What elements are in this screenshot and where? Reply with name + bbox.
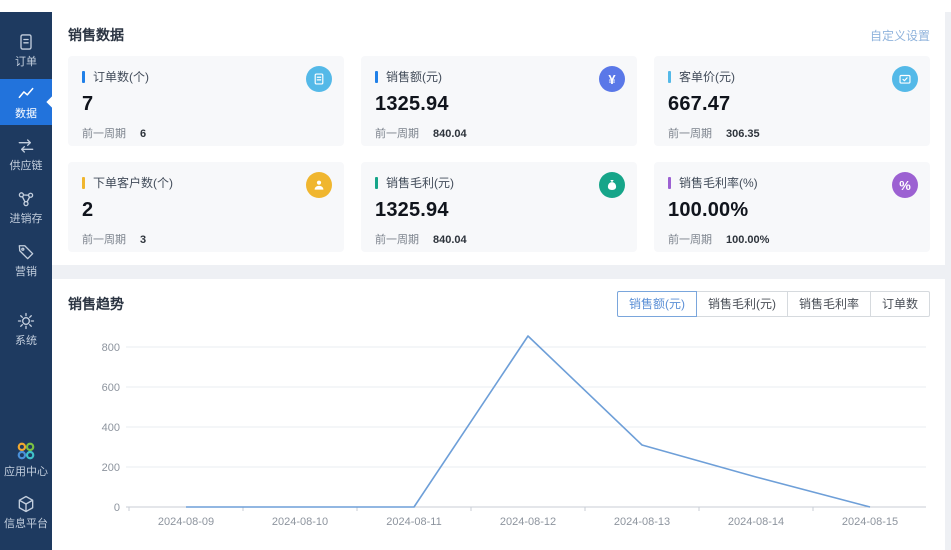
sidebar-item-label: 供应链 xyxy=(9,159,43,172)
trend-chart-container: 0 200 400 600 800 2024-08-09 2024-08-10 2024-08… xyxy=(76,323,930,550)
x-tick-label: 2024-08-13 xyxy=(614,516,670,528)
card-accent-bar xyxy=(668,176,671,189)
profit-bag-icon xyxy=(599,172,625,198)
card-accent-bar xyxy=(375,70,378,83)
customer-icon xyxy=(306,172,332,198)
x-tick-label: 2024-08-10 xyxy=(272,516,328,528)
x-tick-label: 2024-08-09 xyxy=(158,516,214,528)
order-doc-icon xyxy=(16,32,36,52)
tab-sales-amount[interactable]: 销售额(元) xyxy=(616,291,697,317)
tab-order-count[interactable]: 订单数 xyxy=(869,291,930,317)
card-prev-value: 840.04 xyxy=(433,234,467,246)
card-prev-value: 100.00% xyxy=(726,234,770,246)
card-accent-bar xyxy=(668,70,671,83)
card-title: 销售额(元) xyxy=(386,70,442,84)
sidebar-item-orders[interactable]: 订单 xyxy=(0,26,52,74)
sales-data-title: 销售数据 xyxy=(68,27,124,43)
card-title: 销售毛利(元) xyxy=(386,176,454,190)
sidebar-item-label: 进销存 xyxy=(9,212,43,225)
card-accent-bar xyxy=(82,176,85,189)
orders-icon xyxy=(306,66,332,92)
sidebar-item-app-center[interactable]: 应用中心 xyxy=(0,435,52,483)
y-tick-label: 400 xyxy=(102,422,120,434)
x-tick-label: 2024-08-15 xyxy=(842,516,898,528)
card-prev-value: 3 xyxy=(140,234,147,246)
stat-cards-grid: 订单数(个) 7 前一周期 6 销售额(元) ¥ 1325.94 xyxy=(68,56,930,252)
card-value: 1325.94 xyxy=(375,93,449,115)
stat-card-order-count: 订单数(个) 7 前一周期 6 xyxy=(68,56,344,146)
stat-card-avg-price: 客单价(元) 667.47 前一周期 306.35 xyxy=(654,56,930,146)
top-strip xyxy=(0,0,951,12)
card-prev-label: 前一周期 xyxy=(668,128,712,140)
stat-card-gross-profit: 销售毛利(元) 1325.94 前一周期 840.04 xyxy=(361,162,637,252)
card-prev-value: 840.04 xyxy=(433,128,467,140)
card-title: 销售毛利率(%) xyxy=(679,176,758,190)
card-accent-bar xyxy=(82,70,85,83)
panel-gap xyxy=(52,265,945,279)
sales-trend-panel: 销售趋势 销售额(元) 销售毛利(元) 销售毛利率 订单数 0 200 400 600… xyxy=(52,279,945,550)
stat-card-profit-rate: 销售毛利率(%) % 100.00% 前一周期 100.00% xyxy=(654,162,930,252)
sidebar-item-system[interactable]: 系统 xyxy=(0,305,52,353)
sidebar-item-label: 营销 xyxy=(15,265,37,278)
card-value: 7 xyxy=(82,93,94,115)
sidebar-item-label: 数据 xyxy=(15,107,37,120)
sidebar-item-label: 订单 xyxy=(15,55,37,68)
sidebar-item-inventory[interactable]: 进销存 xyxy=(0,183,52,231)
card-accent-bar xyxy=(375,176,378,189)
sidebar-item-data[interactable]: 数据 xyxy=(0,79,58,125)
yen-icon: ¥ xyxy=(599,66,625,92)
card-value: 1325.94 xyxy=(375,199,449,221)
trend-chart: 0 200 400 600 800 2024-08-09 2024-08-10 2024-08… xyxy=(102,335,926,528)
percent-icon: % xyxy=(892,172,918,198)
card-title: 订单数(个) xyxy=(93,70,149,84)
card-title: 客单价(元) xyxy=(679,70,735,84)
sidebar-item-label: 信息平台 xyxy=(4,517,48,530)
sales-data-panel: 销售数据 自定义设置 订单数(个) 7 前一周期 6 xyxy=(52,12,945,265)
sidebar-spacer xyxy=(0,358,52,435)
main-content: 销售数据 自定义设置 订单数(个) 7 前一周期 6 xyxy=(52,12,945,550)
stat-card-sales-amount: 销售额(元) ¥ 1325.94 前一周期 840.04 xyxy=(361,56,637,146)
card-prev-label: 前一周期 xyxy=(82,234,126,246)
app-center-icon xyxy=(15,440,37,462)
custom-settings-link[interactable]: 自定义设置 xyxy=(869,28,930,43)
sidebar-item-info-platform[interactable]: 信息平台 xyxy=(0,488,52,536)
x-tick-label: 2024-08-14 xyxy=(728,516,784,528)
inventory-icon xyxy=(16,189,36,209)
card-prev-label: 前一周期 xyxy=(668,234,712,246)
trend-metric-tabs: 销售额(元) 销售毛利(元) 销售毛利率 订单数 xyxy=(616,291,930,317)
card-prev-value: 306.35 xyxy=(726,128,760,140)
y-tick-label: 0 xyxy=(114,502,120,514)
trend-line xyxy=(186,335,871,508)
card-value: 667.47 xyxy=(668,93,731,115)
stat-card-customer-count: 下单客户数(个) 2 前一周期 3 xyxy=(68,162,344,252)
y-tick-label: 600 xyxy=(102,382,120,394)
system-gear-icon xyxy=(16,311,36,331)
sidebar-item-marketing[interactable]: 营销 xyxy=(0,236,52,284)
tab-gross-profit[interactable]: 销售毛利(元) xyxy=(695,291,788,317)
y-tick-label: 800 xyxy=(102,342,120,354)
card-value: 2 xyxy=(82,199,94,221)
sidebar-item-supply-chain[interactable]: 供应链 xyxy=(0,130,52,178)
card-prev-label: 前一周期 xyxy=(82,128,126,140)
marketing-tag-icon xyxy=(16,242,36,262)
card-title: 下单客户数(个) xyxy=(93,176,173,190)
card-prev-value: 6 xyxy=(140,128,147,140)
x-tick-label: 2024-08-11 xyxy=(386,516,441,528)
data-chart-icon xyxy=(16,84,36,104)
card-prev-label: 前一周期 xyxy=(375,234,419,246)
y-tick-label: 200 xyxy=(102,462,120,474)
sidebar: 订单 数据 供应链 进销存 营销 xyxy=(0,12,58,550)
supply-chain-icon xyxy=(16,136,36,156)
card-value: 100.00% xyxy=(668,199,749,221)
sidebar-item-label: 系统 xyxy=(15,334,37,347)
sidebar-item-label: 应用中心 xyxy=(4,465,48,478)
card-prev-label: 前一周期 xyxy=(375,128,419,140)
sales-trend-title: 销售趋势 xyxy=(68,296,124,312)
x-tick-label: 2024-08-12 xyxy=(500,516,556,528)
tab-profit-rate[interactable]: 销售毛利率 xyxy=(786,291,871,317)
price-card-icon xyxy=(892,66,918,92)
info-platform-icon xyxy=(16,494,36,514)
